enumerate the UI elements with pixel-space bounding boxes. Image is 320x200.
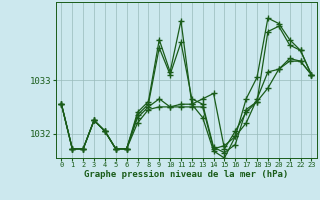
- X-axis label: Graphe pression niveau de la mer (hPa): Graphe pression niveau de la mer (hPa): [84, 170, 289, 179]
